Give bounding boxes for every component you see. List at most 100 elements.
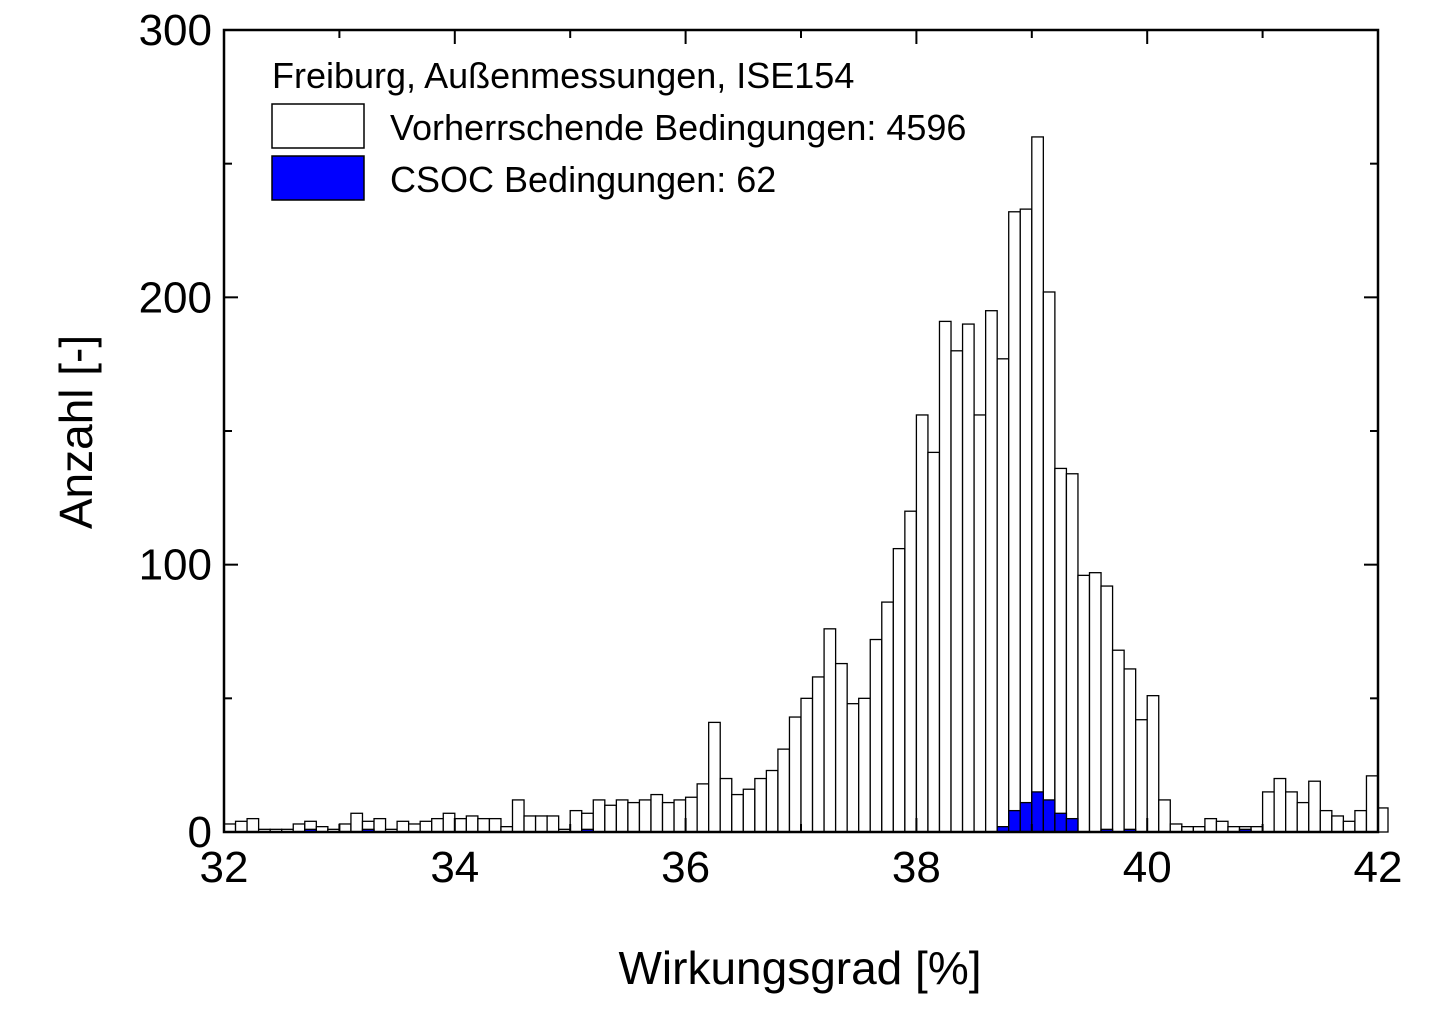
- bar-vorherrschende: [569, 809, 583, 833]
- bar-vorherrschende: [627, 801, 641, 833]
- bar-vorherrschende: [765, 769, 779, 833]
- bar-vorherrschende: [1261, 791, 1275, 833]
- bar-vorherrschende: [1054, 467, 1068, 833]
- bar-vorherrschende: [869, 638, 883, 833]
- bar-vorherrschende: [604, 804, 618, 833]
- bar-vorherrschende: [754, 777, 768, 833]
- legend-label-vorherrschende: Vorherrschende Bedingungen: 4596: [390, 107, 966, 148]
- bar-vorherrschende: [1331, 815, 1345, 833]
- bar-vorherrschende: [1342, 820, 1356, 833]
- bar-vorherrschende: [673, 799, 687, 833]
- bar-vorherrschende: [523, 815, 537, 833]
- bar-vorherrschende: [1204, 817, 1218, 833]
- bar-vorherrschende: [1100, 585, 1114, 833]
- y-tick-label: 100: [139, 541, 212, 590]
- bar-vorherrschende: [846, 703, 860, 833]
- bar-vorherrschende: [996, 358, 1010, 833]
- bar-vorherrschende: [984, 310, 998, 833]
- bar-vorherrschende: [731, 793, 744, 833]
- bar-vorherrschende: [1365, 775, 1379, 833]
- legend-title: Freiburg, Außenmessungen, ISE154: [272, 55, 854, 96]
- bar-vorherrschende: [1111, 649, 1125, 833]
- bar-vorherrschende: [1273, 777, 1287, 833]
- bar-vorherrschende: [650, 793, 664, 833]
- legend-label-csoc: CSOC Bedingungen: 62: [390, 159, 776, 200]
- bar-vorherrschende: [1146, 695, 1160, 833]
- bar-vorherrschende: [1019, 208, 1033, 833]
- bar-vorherrschende: [788, 716, 802, 833]
- bar-vorherrschende: [1031, 136, 1044, 833]
- legend: Freiburg, Außenmessungen, ISE154 Vorherr…: [271, 55, 966, 201]
- bar-vorherrschende: [892, 547, 906, 833]
- x-tick-label: 32: [200, 843, 249, 892]
- bar-vorherrschende: [938, 320, 952, 833]
- legend-swatch-csoc: [271, 155, 365, 201]
- y-tick-label: 200: [139, 273, 212, 322]
- bar-vorherrschende: [661, 801, 675, 833]
- y-tick-label: 300: [139, 6, 212, 55]
- x-tick-label: 42: [1354, 843, 1403, 892]
- bar-vorherrschende: [1296, 801, 1310, 833]
- bar-vorherrschende: [1285, 791, 1298, 833]
- bar-vorherrschende: [708, 721, 721, 833]
- bar-vorherrschende: [638, 799, 652, 833]
- bar-vorherrschende: [777, 748, 791, 833]
- bar-vorherrschende: [834, 662, 848, 833]
- bar-vorherrschende: [1123, 668, 1137, 833]
- bar-vorherrschende: [1308, 780, 1321, 833]
- bar-vorherrschende: [246, 817, 260, 833]
- bar-vorherrschende: [1377, 807, 1389, 833]
- bar-csoc: [1019, 801, 1033, 833]
- bar-vorherrschende: [454, 817, 467, 833]
- bar-vorherrschende: [1354, 809, 1368, 833]
- bar-vorherrschende: [615, 799, 629, 833]
- bars-layer: [223, 136, 1389, 833]
- bar-vorherrschende: [1158, 799, 1171, 833]
- bar-vorherrschende: [442, 812, 456, 833]
- bar-vorherrschende: [696, 783, 710, 833]
- y-tick-label: 0: [188, 808, 212, 857]
- bar-vorherrschende: [1042, 291, 1056, 833]
- bar-vorherrschende: [350, 812, 364, 833]
- bar-vorherrschende: [858, 697, 871, 833]
- x-tick-label: 38: [892, 843, 941, 892]
- bar-vorherrschende: [546, 815, 560, 833]
- bar-vorherrschende: [1319, 809, 1333, 833]
- bar-vorherrschende: [800, 697, 814, 833]
- bar-csoc: [1008, 809, 1021, 833]
- bar-vorherrschende: [927, 451, 941, 833]
- bar-vorherrschende: [823, 628, 837, 833]
- bar-csoc: [1042, 799, 1056, 833]
- bar-vorherrschende: [811, 676, 825, 833]
- bar-vorherrschende: [1088, 572, 1102, 833]
- axes-layer: 32 34 36 38 40 42 0 100 200 300: [139, 6, 1403, 892]
- bar-vorherrschende: [234, 820, 248, 833]
- bar-vorherrschende: [881, 601, 894, 833]
- bar-vorherrschende: [950, 350, 964, 833]
- bar-vorherrschende: [1215, 820, 1229, 833]
- bar-vorherrschende: [719, 777, 733, 833]
- bar-vorherrschende: [592, 799, 606, 833]
- bar-vorherrschende: [396, 820, 410, 833]
- bar-vorherrschende: [511, 799, 525, 833]
- bar-vorherrschende: [419, 820, 433, 833]
- bar-vorherrschende: [477, 817, 491, 833]
- bar-vorherrschende: [904, 510, 918, 833]
- bar-vorherrschende: [742, 788, 756, 833]
- bar-csoc: [1031, 791, 1044, 833]
- x-tick-label: 40: [1123, 843, 1172, 892]
- bar-vorherrschende: [915, 414, 929, 833]
- x-tick-label: 36: [661, 843, 710, 892]
- bar-vorherrschende: [1008, 211, 1021, 833]
- y-axis-title: Anzahl [-]: [50, 335, 102, 529]
- bar-csoc: [1054, 812, 1068, 833]
- bar-vorherrschende: [1135, 719, 1148, 833]
- bar-vorherrschende: [488, 817, 502, 833]
- bar-csoc: [1065, 817, 1079, 833]
- bar-vorherrschende: [465, 815, 479, 833]
- bar-vorherrschende: [961, 323, 975, 833]
- bar-vorherrschende: [684, 796, 698, 833]
- x-axis-title: Wirkungsgrad [%]: [618, 942, 981, 994]
- bar-vorherrschende: [534, 815, 548, 833]
